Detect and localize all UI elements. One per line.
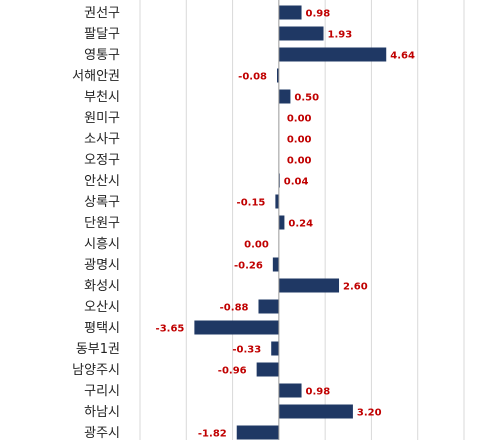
- category-label: 단원구: [84, 216, 120, 231]
- value-label: 0.50: [294, 93, 319, 104]
- bar: [271, 341, 279, 356]
- value-label: 0.00: [287, 135, 312, 146]
- category-label: 안산시: [84, 174, 120, 189]
- value-label: 0.98: [306, 387, 331, 398]
- category-label: 서해안권: [72, 69, 120, 84]
- category-label: 남양주시: [72, 363, 120, 378]
- category-label: 화성시: [84, 279, 120, 294]
- value-label: -0.33: [232, 345, 261, 356]
- bar: [278, 404, 353, 419]
- bar: [278, 47, 387, 62]
- bars: [194, 5, 387, 440]
- category-label: 팔달구: [84, 27, 120, 42]
- value-label: 3.20: [357, 408, 382, 419]
- bar: [278, 215, 285, 230]
- category-label: 광명시: [84, 258, 120, 273]
- grid: [139, 0, 465, 440]
- bar: [272, 257, 279, 272]
- category-label: 상록구: [84, 195, 120, 210]
- bar: [236, 425, 279, 440]
- value-label: -0.88: [220, 303, 249, 314]
- category-label: 광주시: [84, 426, 120, 440]
- category-label: 하남시: [84, 405, 120, 420]
- bar: [278, 278, 340, 293]
- category-label: 영통구: [84, 48, 120, 63]
- value-label: 0.00: [287, 156, 312, 167]
- value-label: 1.93: [328, 30, 353, 41]
- category-label: 오산시: [84, 300, 120, 315]
- value-label: -3.65: [156, 324, 185, 335]
- bar: [275, 194, 279, 209]
- category-label: 소사구: [84, 132, 120, 147]
- category-labels: 권선구팔달구영통구서해안권부천시원미구소사구오정구안산시상록구단원구시흥시광명시…: [72, 6, 120, 440]
- value-label: 0.24: [288, 219, 313, 230]
- value-label: 0.98: [306, 9, 331, 20]
- bar: [278, 26, 324, 41]
- value-label: 0.00: [244, 240, 269, 251]
- bar: [194, 320, 279, 335]
- value-label: 2.60: [343, 282, 368, 293]
- value-label: -0.26: [234, 261, 263, 272]
- category-label: 부천시: [84, 90, 120, 105]
- value-labels: 0.98 1.93 4.64 -0.08 0.50 0.00 0.00 0.00 0.04 -0.…: [156, 9, 415, 440]
- bar: [277, 68, 279, 83]
- value-label: -0.96: [218, 366, 247, 377]
- value-label: 0.00: [287, 114, 312, 125]
- bar: [256, 362, 279, 377]
- category-label: 권선구: [84, 6, 120, 21]
- value-label: 0.04: [284, 177, 309, 188]
- bar: [278, 5, 302, 20]
- category-label: 동부1권: [76, 342, 120, 357]
- category-label: 시흥시: [84, 237, 120, 252]
- category-label: 평택시: [84, 321, 120, 336]
- bar: [278, 383, 302, 398]
- value-label: -1.82: [198, 429, 227, 440]
- category-label: 원미구: [84, 111, 120, 126]
- bar: [258, 299, 279, 314]
- category-label: 오정구: [84, 153, 120, 168]
- value-label: 4.64: [390, 51, 415, 62]
- category-label: 구리시: [84, 384, 120, 399]
- value-label: -0.15: [237, 198, 266, 209]
- value-label: -0.08: [238, 72, 267, 83]
- bar: [278, 89, 291, 104]
